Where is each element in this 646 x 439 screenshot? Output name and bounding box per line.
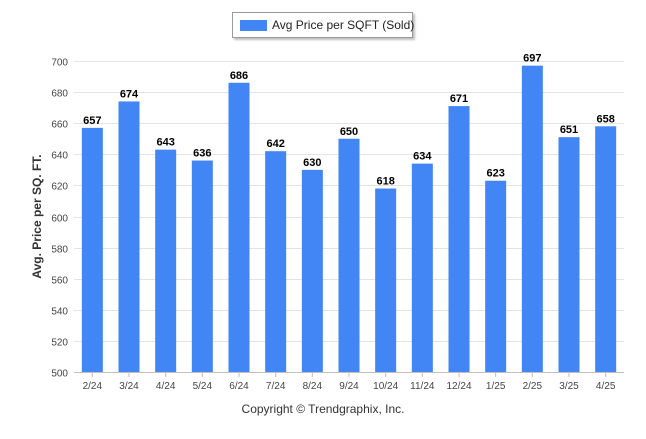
bar-value-label: 697 xyxy=(523,53,541,65)
y-axis-title: Avg. Price per SQ. FT. xyxy=(30,154,44,278)
x-tick-label: 6/24 xyxy=(229,381,249,392)
legend-label: Avg Price per SQFT (Sold) xyxy=(272,18,415,32)
bar-value-label: 674 xyxy=(120,88,139,100)
bar xyxy=(558,137,580,372)
x-tick-label: 4/24 xyxy=(156,381,176,392)
x-tick-label: 11/24 xyxy=(410,381,435,392)
x-tick-label: 3/25 xyxy=(559,381,579,392)
bar-value-label: 671 xyxy=(450,93,468,105)
y-tick-label: 520 xyxy=(51,338,68,349)
x-tick-label: 3/24 xyxy=(119,381,139,392)
bar-value-label: 623 xyxy=(486,168,504,180)
bar-value-label: 650 xyxy=(340,126,358,138)
x-tick-label: 4/25 xyxy=(596,381,616,392)
x-tick-label: 5/24 xyxy=(193,381,213,392)
bar-value-label: 651 xyxy=(560,124,578,136)
bar xyxy=(155,149,177,372)
x-tick-label: 12/24 xyxy=(446,381,471,392)
bar-value-label: 634 xyxy=(413,151,432,163)
copyright-text: Copyright © Trendgraphix, Inc. xyxy=(241,402,405,416)
y-tick-label: 700 xyxy=(51,58,68,69)
bar-value-label: 618 xyxy=(376,176,394,188)
y-tick-label: 620 xyxy=(51,182,68,193)
x-tick-label: 7/24 xyxy=(266,381,286,392)
bar-value-label: 686 xyxy=(230,70,248,82)
y-tick-label: 580 xyxy=(51,245,68,256)
bar-value-label: 630 xyxy=(303,157,321,169)
legend: Avg Price per SQFT (Sold) xyxy=(232,12,415,38)
x-tick-label: 10/24 xyxy=(373,381,398,392)
bar xyxy=(411,163,433,372)
y-tick-label: 660 xyxy=(51,120,68,131)
bar-value-label: 642 xyxy=(266,138,284,150)
bar xyxy=(265,151,287,372)
x-tick-label: 1/25 xyxy=(486,381,506,392)
bar xyxy=(338,138,360,372)
y-tick-label: 640 xyxy=(51,151,68,162)
y-tick-label: 500 xyxy=(51,369,68,380)
x-tick-label: 9/24 xyxy=(339,381,359,392)
bar xyxy=(191,160,213,372)
y-tick-label: 600 xyxy=(51,214,68,225)
bar xyxy=(485,180,507,372)
x-tick-label: 2/25 xyxy=(523,381,543,392)
bar xyxy=(375,188,397,372)
bar-value-label: 643 xyxy=(156,137,174,149)
x-tick-label: 8/24 xyxy=(303,381,323,392)
bar-value-label: 657 xyxy=(83,115,101,127)
bar-value-label: 658 xyxy=(596,113,614,125)
bar xyxy=(81,127,103,373)
bar xyxy=(448,106,470,372)
bar xyxy=(301,169,323,372)
bar xyxy=(228,82,250,373)
y-tick-label: 560 xyxy=(51,276,68,287)
bar xyxy=(595,126,617,372)
bar xyxy=(521,65,543,372)
bar-value-label: 636 xyxy=(193,148,211,160)
x-tick-label: 2/24 xyxy=(83,381,103,392)
bar xyxy=(118,101,140,373)
legend-swatch xyxy=(240,20,267,31)
y-tick-label: 680 xyxy=(51,89,68,100)
y-tick-label: 540 xyxy=(51,307,68,318)
